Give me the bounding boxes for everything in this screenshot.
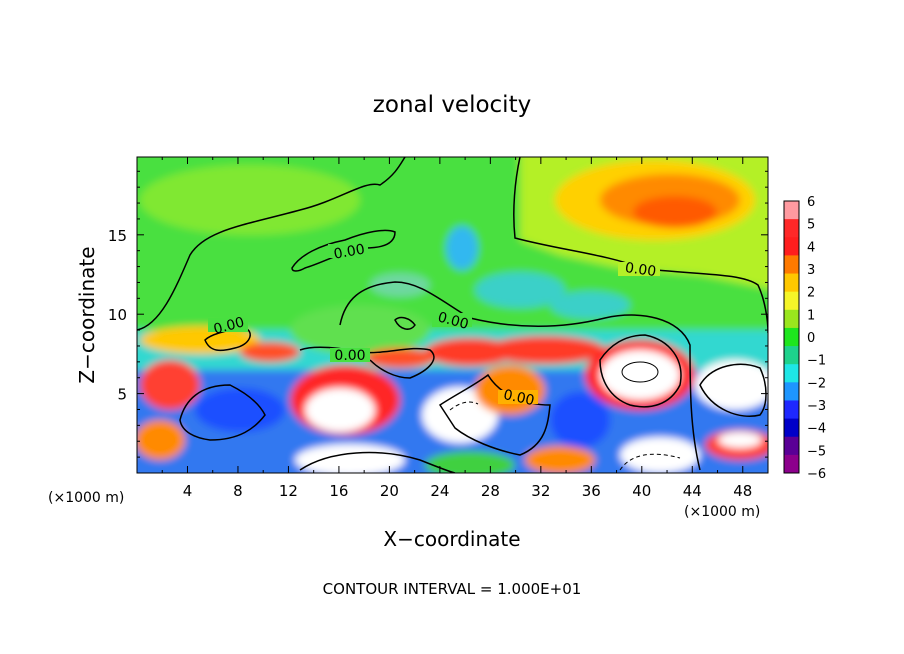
colorbar-swatch <box>784 454 799 474</box>
colorbar-swatch <box>784 291 799 311</box>
colorbar-swatch <box>784 364 799 383</box>
colorbar-label: 2 <box>807 286 815 301</box>
colorbar-frame <box>783 200 800 474</box>
x-unit-left: (×1000 m) <box>48 490 124 506</box>
x-tick-label: 16 <box>329 482 348 500</box>
x-tick-label: 8 <box>233 482 243 500</box>
colorbar-swatch <box>784 400 799 420</box>
colorbar-label: 1 <box>807 308 815 323</box>
colorbar: 6 5 4 3 2 1 0 −1 −2 −3 −4 −5 −6 <box>783 195 826 482</box>
x-tick-label: 12 <box>279 482 298 500</box>
colorbar-swatch <box>784 327 799 347</box>
contour-interval-note: CONTOUR INTERVAL = 1.000E+01 <box>323 580 582 598</box>
contour-label: 0.00 <box>212 314 246 338</box>
chart-title: zonal velocity <box>373 92 531 118</box>
colorbar-swatch <box>784 255 799 275</box>
colorbar-label: 5 <box>807 218 815 233</box>
colorbar-swatch <box>784 346 799 365</box>
colorbar-swatch <box>784 201 799 220</box>
colorbar-swatch <box>784 219 799 238</box>
x-unit-right: (×1000 m) <box>684 504 760 520</box>
colorbar-label: 4 <box>807 240 815 255</box>
x-tick-label: 4 <box>183 482 193 500</box>
plot-frame <box>136 156 769 474</box>
x-axis-label: X−coordinate <box>383 527 520 551</box>
x-tick-label: 36 <box>582 482 601 500</box>
contour-label: 0.00 <box>502 387 536 409</box>
contour-label: 0.00 <box>624 260 657 280</box>
x-tick-label: 20 <box>380 482 399 500</box>
colorbar-label: 6 <box>807 195 815 210</box>
colorbar-swatch <box>784 382 799 401</box>
x-tick-label: 24 <box>430 482 449 500</box>
contour-label: 0.00 <box>333 241 366 262</box>
colorbar-label: −4 <box>807 422 826 437</box>
y-tick-label: 5 <box>117 386 127 404</box>
velocity-field: 0.00 0.00 0.00 0.00 0.00 0.00 <box>137 157 768 473</box>
x-tick-label: 32 <box>531 482 550 500</box>
colorbar-label: −2 <box>807 376 826 391</box>
contour-label: 0.00 <box>334 348 365 364</box>
colorbar-label: −6 <box>807 467 826 482</box>
x-tick-label: 44 <box>683 482 702 500</box>
colorbar-swatch <box>784 237 799 256</box>
y-tick-label: 10 <box>108 306 127 324</box>
colorbar-swatch <box>784 273 799 293</box>
y-tick-label: 15 <box>108 227 127 245</box>
x-tick-label: 40 <box>632 482 651 500</box>
colorbar-label: −1 <box>807 354 826 369</box>
x-tick-label: 48 <box>733 482 752 500</box>
x-tick-label: 28 <box>481 482 500 500</box>
contour-label: 0.00 <box>436 309 470 333</box>
colorbar-label: −5 <box>807 444 826 459</box>
colorbar-swatch <box>784 436 799 456</box>
colorbar-label: −3 <box>807 399 826 414</box>
colorbar-swatch <box>784 418 799 438</box>
colorbar-label: 3 <box>807 263 815 278</box>
colorbar-swatch <box>784 309 799 329</box>
y-axis-label: Z−coordinate <box>75 246 99 383</box>
colorbar-label: 0 <box>807 331 815 346</box>
